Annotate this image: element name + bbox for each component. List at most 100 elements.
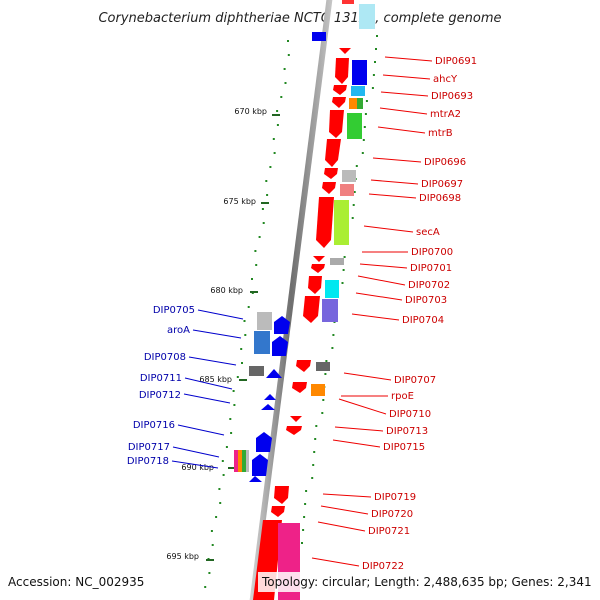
tick-label: 690 kbp [181,463,214,472]
gene-label[interactable]: aroA [167,325,190,336]
gene-label[interactable]: DIP0696 [424,157,466,168]
gene-label[interactable]: secA [416,227,440,238]
gene-arrow[interactable] [256,432,272,452]
gc-dot [351,217,354,219]
gc-dot [365,100,368,102]
gene-label[interactable]: DIP0691 [435,56,477,67]
gene-label[interactable]: DIP0717 [128,442,170,453]
gc-dot [211,544,214,546]
gene-arrow[interactable] [272,336,288,356]
feature-block[interactable] [359,4,375,29]
gene-label[interactable]: DIP0715 [383,442,425,453]
gene-arrow[interactable] [261,404,275,410]
feature-block[interactable] [342,0,354,4]
gene-arrow[interactable] [266,369,282,378]
gene-label[interactable]: DIP0701 [410,263,452,274]
feature-block[interactable] [311,384,325,396]
leader-line [183,393,231,404]
gene-arrow[interactable] [252,454,268,476]
gene-label[interactable]: DIP0721 [368,526,410,537]
gene-arrow[interactable] [271,506,285,517]
gene-arrow[interactable] [296,360,311,372]
gc-dot [236,376,239,378]
gene-arrow[interactable] [329,110,344,138]
feature-block[interactable] [249,366,264,376]
gene-arrow[interactable] [322,182,336,194]
gene-label[interactable]: DIP0704 [402,315,444,326]
gene-arrow[interactable] [290,416,302,422]
gc-dot [371,87,374,89]
gene-arrow[interactable] [316,197,334,248]
gc-dot [361,152,364,154]
feature-block[interactable] [330,258,344,265]
feature-block[interactable] [257,312,272,330]
gene-label[interactable]: DIP0719 [374,492,416,503]
gc-dot [374,61,376,63]
gene-arrow[interactable] [292,382,307,393]
gene-arrow[interactable] [335,58,349,84]
gene-label[interactable]: DIP0720 [371,509,413,520]
gc-dot [280,96,283,98]
gene-label[interactable]: DIP0698 [419,193,461,204]
gene-label[interactable]: DIP0700 [411,247,453,258]
feature-block[interactable] [322,299,338,322]
right-labels [311,56,433,567]
gene-arrow[interactable] [264,394,276,400]
gc-dot [331,347,334,349]
gene-arrow[interactable] [311,264,325,273]
leader-line [334,426,384,432]
feature-block[interactable] [234,450,238,472]
gene-label[interactable]: DIP0713 [386,426,428,437]
gene-label[interactable]: DIP0703 [405,295,447,306]
feature-block[interactable] [242,450,246,472]
gene-arrow[interactable] [333,85,347,95]
gene-arrow[interactable] [286,426,302,435]
gene-label[interactable]: DIP0722 [362,561,404,572]
gene-arrow[interactable] [274,316,290,334]
gene-arrow[interactable] [313,256,325,262]
gene-label[interactable]: DIP0718 [127,456,169,467]
gene-arrow[interactable] [308,276,322,294]
feature-block[interactable] [347,113,362,139]
gene-arrow[interactable] [325,139,341,167]
feature-block[interactable] [325,280,339,298]
leader-line [377,126,426,134]
gene-label[interactable]: rpoE [391,391,414,402]
feature-block[interactable] [351,86,365,96]
gene-label[interactable]: ahcY [433,74,458,85]
feature-block[interactable] [349,98,357,109]
feature-block[interactable] [316,362,330,371]
feature-block[interactable] [238,450,242,472]
feature-block[interactable] [254,331,270,354]
gc-dot [372,74,375,76]
gene-label[interactable]: DIP0710 [389,409,431,420]
feature-block[interactable] [334,200,349,245]
gene-label[interactable]: DIP0707 [394,375,436,386]
gene-arrow[interactable] [274,486,289,504]
gene-arrow[interactable] [249,476,262,482]
gene-label[interactable]: DIP0708 [144,352,186,363]
gene-label[interactable]: DIP0702 [408,280,450,291]
feature-block[interactable] [357,98,363,109]
feature-block[interactable] [342,170,356,182]
gene-label[interactable]: DIP0697 [421,179,463,190]
gene-arrow[interactable] [324,168,338,179]
gene-arrow[interactable] [303,296,320,323]
gene-arrow[interactable] [332,97,346,108]
gene-label[interactable]: mtrB [428,128,453,139]
gene-label[interactable]: DIP0693 [431,91,473,102]
gc-dot [324,373,327,375]
feature-block[interactable] [340,184,354,196]
gene-label[interactable]: mtrA2 [430,109,461,120]
gene-arrow[interactable] [339,48,351,54]
gc-dot [332,334,335,336]
feature-block[interactable] [312,32,326,41]
feature-block[interactable] [352,60,367,85]
gene-label[interactable]: DIP0711 [140,373,182,384]
gene-label[interactable]: DIP0705 [153,305,195,316]
tick-label: 695 kbp [166,552,199,561]
gene-label[interactable]: DIP0716 [133,420,175,431]
feature-block[interactable] [246,450,249,472]
gene-label[interactable]: DIP0712 [139,390,181,401]
